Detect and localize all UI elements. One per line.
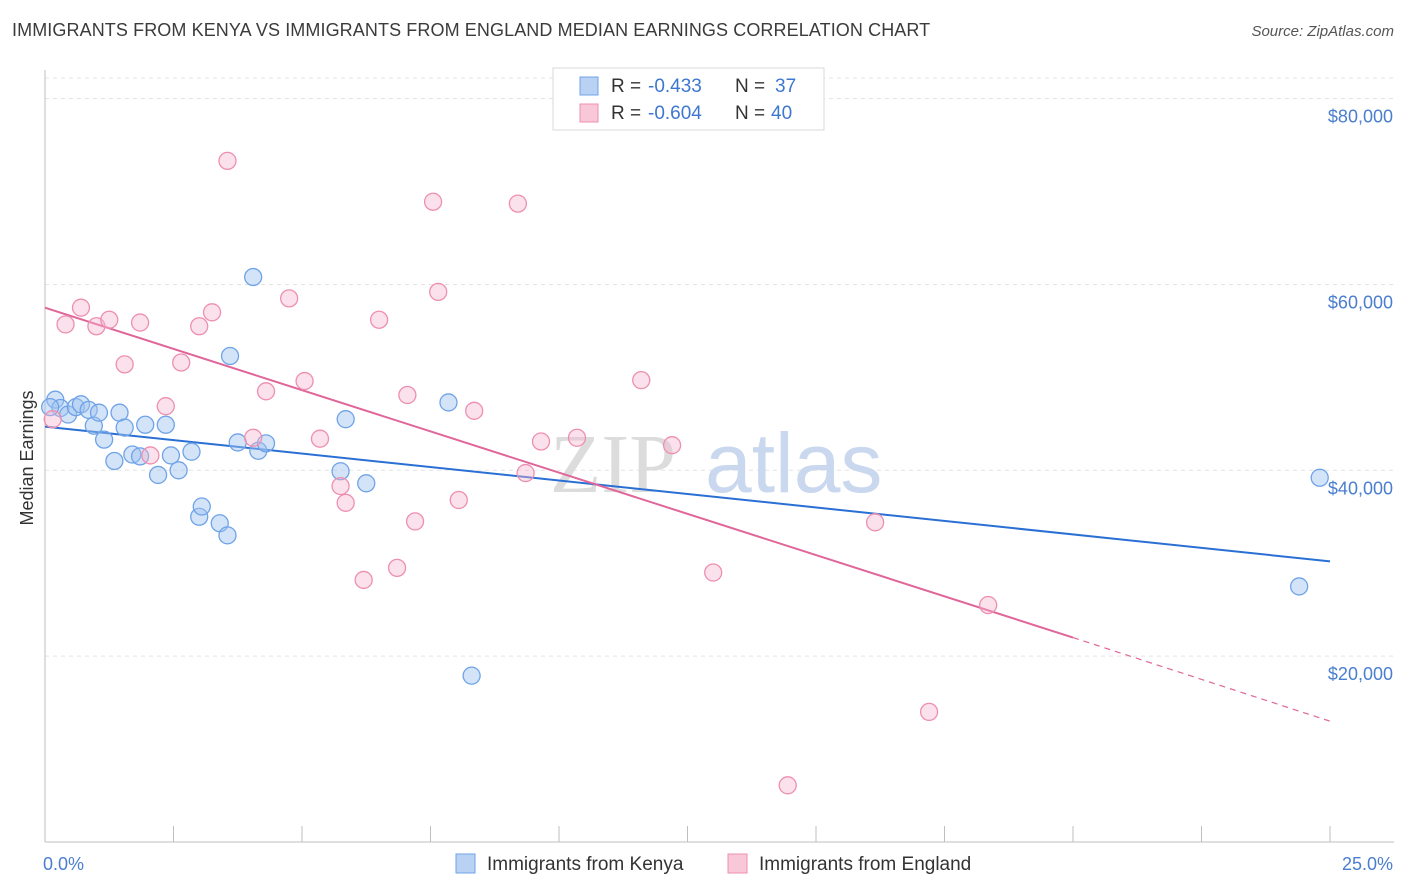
point-england <box>310 429 330 448</box>
point-england <box>632 371 651 390</box>
point-kenya <box>89 403 109 422</box>
point-england <box>979 595 998 615</box>
point-england <box>100 310 119 329</box>
point-kenya <box>462 666 481 685</box>
point-kenya <box>1290 577 1309 596</box>
legend-kenya-n-value: 37 <box>775 76 796 97</box>
correlation-legend: R = -0.433 N = 37 R = -0.604 N = 40 <box>552 67 825 131</box>
point-england <box>141 446 160 465</box>
legend-kenya-n-label: N = <box>735 76 765 97</box>
trend-lines <box>44 306 1331 722</box>
point-kenya <box>94 430 114 449</box>
y-tick-labels: $20,000 $40,000 $60,000 $80,000 <box>1328 107 1393 685</box>
point-kenya <box>228 433 247 452</box>
x-axis-ticks <box>44 826 1331 842</box>
point-england <box>244 428 263 447</box>
point-england <box>279 289 299 308</box>
legend-england-r-label: R = <box>611 103 641 124</box>
point-england <box>919 702 939 722</box>
point-england <box>172 353 191 372</box>
point-england <box>295 371 314 391</box>
point-england <box>156 397 175 416</box>
point-england <box>531 432 551 451</box>
point-kenya <box>336 410 355 429</box>
point-kenya <box>220 346 240 366</box>
bottom-legend-england: Immigrants from England <box>759 854 971 875</box>
x-tick-label-left: 0.0% <box>43 854 84 874</box>
point-england <box>449 490 468 510</box>
series-legend: Immigrants from Kenya Immigrants from En… <box>455 853 971 875</box>
point-england <box>336 493 355 512</box>
point-england <box>508 194 528 213</box>
point-england <box>423 192 443 211</box>
chart-title: IMMIGRANTS FROM KENYA VS IMMIGRANTS FROM… <box>12 20 931 40</box>
point-england <box>465 401 484 420</box>
y-axis-title: Median Earnings <box>17 390 37 525</box>
legend-kenya-r-value: -0.433 <box>648 76 702 97</box>
legend-kenya-r-label: R = <box>611 76 641 97</box>
point-kenya <box>357 474 376 493</box>
point-england <box>778 776 797 795</box>
point-england <box>387 558 407 578</box>
point-england <box>369 310 389 329</box>
point-england <box>43 410 62 429</box>
point-kenya <box>148 465 168 485</box>
point-kenya <box>169 461 188 480</box>
point-kenya <box>182 442 201 461</box>
trend-line-england-extension <box>1072 636 1331 722</box>
point-kenya <box>439 393 458 412</box>
trend-line-england <box>44 306 1074 639</box>
point-england <box>398 385 417 405</box>
point-england <box>71 298 91 317</box>
point-england <box>56 315 75 334</box>
point-kenya <box>331 462 350 481</box>
watermark-atlas: atlas <box>705 416 882 510</box>
x-tick-label-right: 25.0% <box>1342 854 1393 874</box>
legend-swatch-kenya <box>579 76 599 96</box>
watermark-zip: ZIP <box>550 418 676 511</box>
chart-source: Source: ZipAtlas.com <box>1251 23 1394 40</box>
legend-england-n-label: N = <box>735 103 765 124</box>
point-england <box>202 303 222 322</box>
y-tick-label: $40,000 <box>1328 478 1393 498</box>
point-england <box>429 282 448 302</box>
bottom-legend-swatch-england <box>727 853 748 874</box>
y-tick-label: $80,000 <box>1328 107 1393 127</box>
point-england <box>190 317 209 336</box>
point-england <box>405 512 425 531</box>
point-england <box>704 563 723 582</box>
bottom-legend-kenya: Immigrants from Kenya <box>487 854 684 875</box>
point-kenya <box>156 415 175 434</box>
point-england <box>516 463 535 483</box>
point-kenya <box>218 526 237 545</box>
point-england <box>354 570 373 590</box>
data-points <box>40 151 1329 795</box>
bottom-legend-swatch-kenya <box>455 853 476 874</box>
point-england <box>115 355 134 374</box>
legend-england-n-value: 40 <box>771 103 792 124</box>
point-kenya <box>161 446 181 465</box>
point-england <box>256 382 276 401</box>
point-kenya <box>136 415 155 434</box>
point-england <box>130 313 150 332</box>
point-kenya <box>192 497 211 516</box>
point-kenya <box>105 451 124 471</box>
point-england <box>567 428 587 447</box>
point-kenya <box>1310 468 1329 487</box>
point-kenya <box>115 418 134 437</box>
point-england <box>331 476 350 496</box>
point-england <box>218 151 237 170</box>
legend-england-r-value: -0.604 <box>648 103 702 124</box>
y-tick-label: $20,000 <box>1328 664 1393 684</box>
y-tick-label: $60,000 <box>1328 292 1393 312</box>
point-england <box>865 513 885 532</box>
point-england <box>662 436 682 455</box>
point-kenya <box>244 267 263 287</box>
legend-swatch-england <box>579 103 599 123</box>
